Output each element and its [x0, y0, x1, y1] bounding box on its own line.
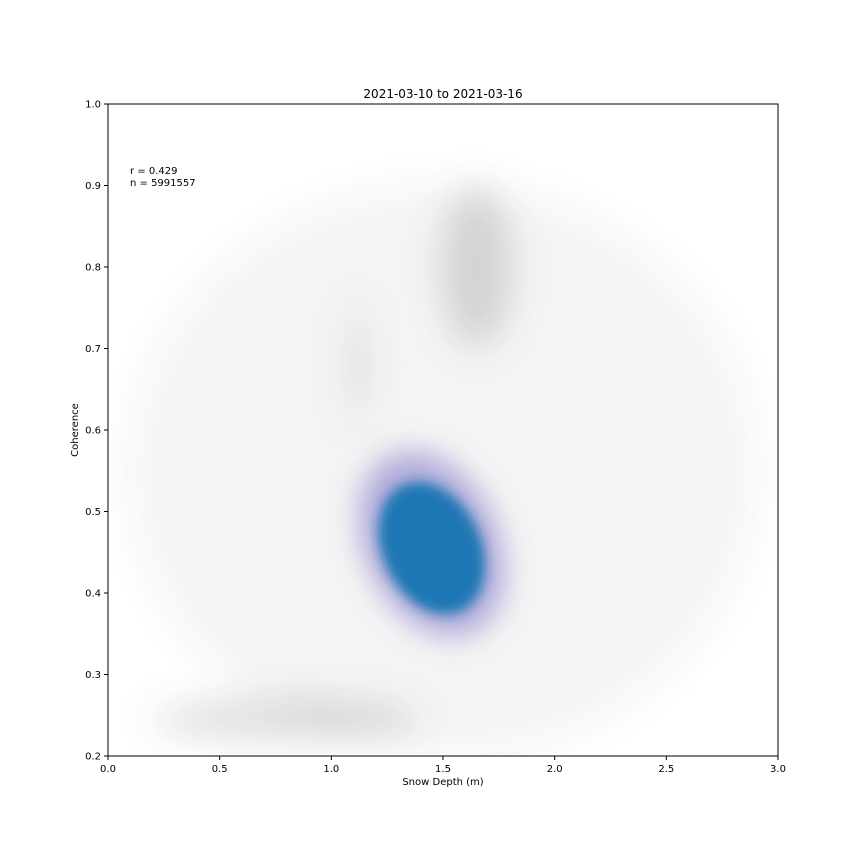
y-tick-label: 0.9: [85, 181, 101, 192]
y-tick-label: 0.8: [85, 263, 101, 274]
density-region-low-band: [152, 698, 421, 740]
core-points: [378, 482, 486, 615]
y-tick-label: 0.7: [85, 344, 101, 355]
chart-title: 2021-03-10 to 2021-03-16: [363, 87, 522, 101]
y-tick-label: 0.5: [85, 507, 101, 518]
y-tick-label: 0.4: [85, 589, 101, 600]
density-region-upper-plume: [440, 185, 513, 349]
x-tick-label: 2.5: [658, 764, 674, 775]
density-region-core: [378, 482, 486, 615]
y-tick-label: 0.3: [85, 670, 101, 681]
x-tick-label: 0.0: [100, 764, 116, 775]
x-axis-label: Snow Depth (m): [402, 777, 483, 788]
density-region-thin-column: [351, 299, 365, 430]
x-tick-label: 1.0: [323, 764, 339, 775]
annotation-n: n = 5991557: [130, 178, 196, 189]
x-tick-label: 3.0: [770, 764, 786, 775]
y-tick-label: 1.0: [85, 100, 101, 111]
y-axis-label: Coherence: [70, 403, 81, 457]
x-tick-label: 0.5: [212, 764, 228, 775]
y-axis: 0.2 0.3 0.4 0.5 0.6 0.7 0.8 0.9 1.0: [85, 100, 108, 763]
y-tick-label: 0.6: [85, 426, 101, 437]
x-axis: 0.0 0.5 1.0 1.5 2.0 2.5 3.0: [100, 756, 786, 775]
annotation-r: r = 0.429: [130, 166, 177, 177]
x-tick-label: 2.0: [547, 764, 563, 775]
plot-area: [130, 185, 756, 756]
x-tick-label: 1.5: [435, 764, 451, 775]
y-tick-label: 0.2: [85, 752, 101, 763]
